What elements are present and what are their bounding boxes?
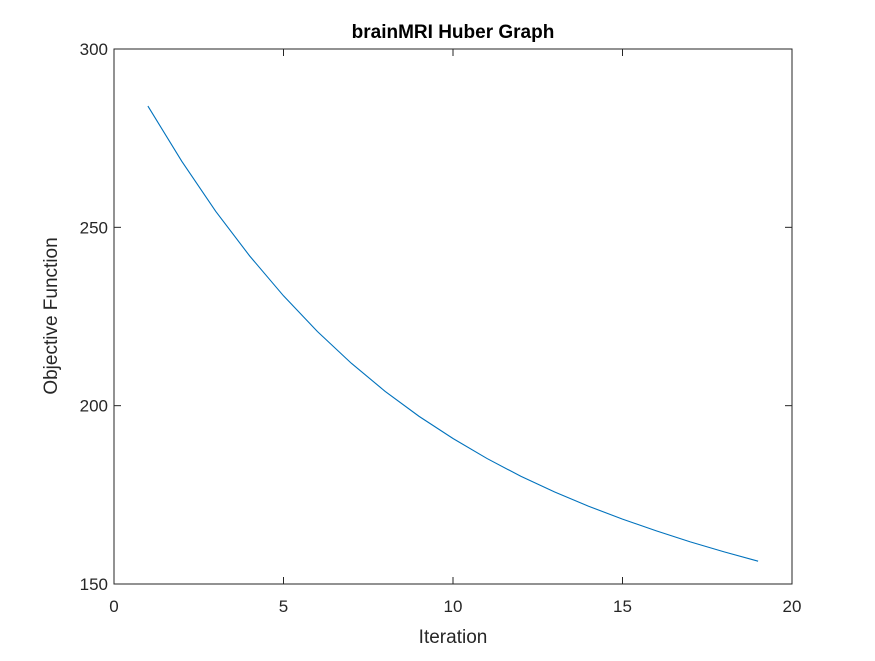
- y-axis-label: Objective Function: [41, 237, 62, 394]
- x-tick-label: 0: [109, 597, 118, 616]
- x-tick-label: 5: [279, 597, 288, 616]
- plot-area: [114, 49, 792, 584]
- y-tick-label: 200: [80, 397, 108, 416]
- series-line: [147, 105, 759, 562]
- y-tick-label: 300: [80, 40, 108, 59]
- x-tick-label: 15: [613, 597, 632, 616]
- series-layer: [147, 105, 759, 562]
- y-tick-label: 150: [80, 575, 108, 594]
- x-axis-label: Iteration: [419, 627, 488, 648]
- x-axis-ticks: 0 5 10 15 20: [109, 49, 801, 616]
- x-tick-label: 10: [444, 597, 463, 616]
- chart-title: brainMRI Huber Graph: [352, 22, 555, 43]
- y-axis-ticks: 150 200 250 300: [80, 40, 792, 594]
- x-tick-label: 20: [783, 597, 802, 616]
- y-tick-label: 250: [80, 218, 108, 237]
